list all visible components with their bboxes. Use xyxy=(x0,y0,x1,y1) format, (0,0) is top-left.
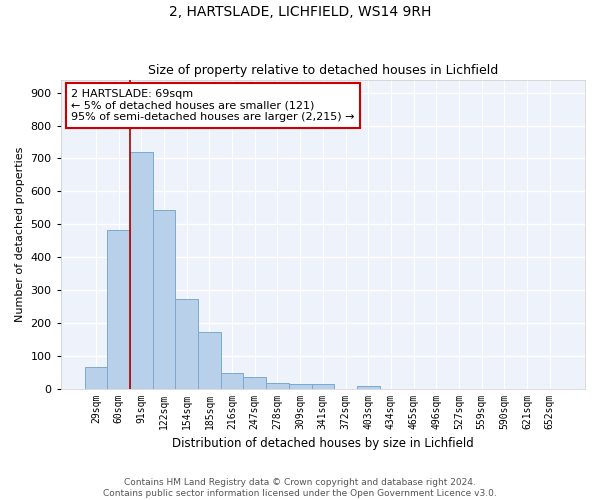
X-axis label: Distribution of detached houses by size in Lichfield: Distribution of detached houses by size … xyxy=(172,437,474,450)
Bar xyxy=(221,373,244,388)
Bar xyxy=(198,332,221,388)
Bar xyxy=(130,152,152,388)
Bar xyxy=(289,384,311,388)
Text: Contains HM Land Registry data © Crown copyright and database right 2024.
Contai: Contains HM Land Registry data © Crown c… xyxy=(103,478,497,498)
Title: Size of property relative to detached houses in Lichfield: Size of property relative to detached ho… xyxy=(148,64,498,77)
Text: 2, HARTSLADE, LICHFIELD, WS14 9RH: 2, HARTSLADE, LICHFIELD, WS14 9RH xyxy=(169,5,431,19)
Bar xyxy=(244,377,266,388)
Bar xyxy=(357,386,380,388)
Bar xyxy=(152,210,175,388)
Text: 2 HARTSLADE: 69sqm
← 5% of detached houses are smaller (121)
95% of semi-detache: 2 HARTSLADE: 69sqm ← 5% of detached hous… xyxy=(71,89,355,122)
Y-axis label: Number of detached properties: Number of detached properties xyxy=(15,146,25,322)
Bar xyxy=(266,384,289,388)
Bar xyxy=(311,384,334,388)
Bar xyxy=(175,299,198,388)
Bar xyxy=(85,367,107,388)
Bar xyxy=(107,230,130,388)
